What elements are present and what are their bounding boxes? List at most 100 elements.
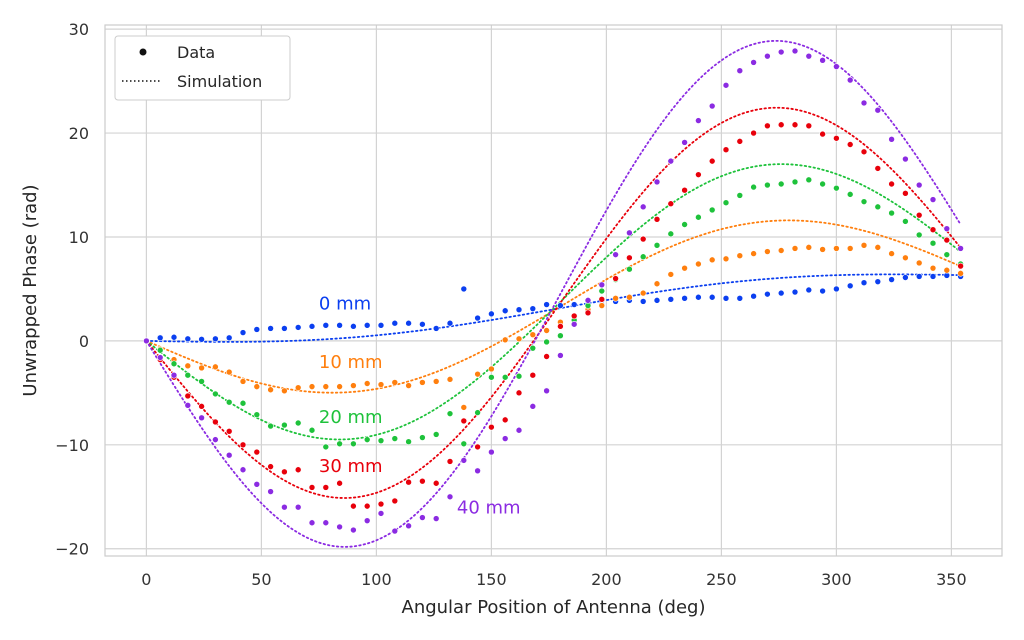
data-point bbox=[695, 117, 702, 124]
data-point bbox=[681, 186, 688, 194]
data-point bbox=[405, 319, 412, 327]
data-point bbox=[598, 296, 606, 303]
data-point bbox=[488, 310, 495, 318]
data-point bbox=[653, 242, 661, 249]
data-point bbox=[543, 338, 550, 346]
data-point bbox=[225, 398, 233, 406]
legend-simulation-label: Simulation bbox=[177, 72, 262, 91]
data-point bbox=[198, 378, 205, 385]
data-point bbox=[529, 305, 537, 312]
data-point bbox=[888, 276, 895, 283]
data-point bbox=[929, 239, 937, 247]
data-point bbox=[805, 176, 813, 184]
data-point bbox=[598, 287, 606, 295]
data-point bbox=[819, 287, 826, 295]
data-point bbox=[156, 346, 164, 354]
data-point bbox=[212, 363, 219, 371]
data-point bbox=[501, 307, 509, 315]
data-point bbox=[474, 314, 481, 322]
x-axis-label: Angular Position of Antenna (deg) bbox=[402, 597, 706, 618]
data-point bbox=[281, 503, 288, 511]
data-point bbox=[308, 519, 316, 527]
data-point bbox=[363, 380, 371, 387]
data-point bbox=[805, 286, 813, 294]
data-point bbox=[819, 246, 826, 253]
data-point bbox=[791, 178, 799, 186]
data-point bbox=[377, 437, 385, 444]
data-point bbox=[405, 382, 412, 389]
data-point bbox=[529, 331, 537, 338]
data-point bbox=[902, 254, 909, 262]
data-point bbox=[750, 183, 757, 191]
y-tick-label: −10 bbox=[55, 436, 89, 455]
data-point bbox=[225, 427, 233, 435]
data-point bbox=[791, 288, 799, 296]
data-point bbox=[626, 293, 633, 301]
x-tick-label: 350 bbox=[936, 570, 967, 589]
data-point bbox=[391, 497, 399, 505]
data-point bbox=[460, 457, 468, 464]
data-point bbox=[653, 280, 661, 288]
x-tick-label: 100 bbox=[361, 570, 392, 589]
data-point bbox=[557, 352, 564, 359]
data-point bbox=[860, 242, 868, 249]
data-point bbox=[722, 146, 730, 153]
data-point bbox=[308, 484, 316, 491]
data-point bbox=[557, 332, 564, 340]
data-point bbox=[653, 178, 661, 186]
legend: Data Simulation bbox=[114, 35, 291, 101]
data-point bbox=[501, 373, 509, 381]
data-point bbox=[267, 325, 274, 332]
data-point bbox=[681, 139, 688, 146]
data-point bbox=[874, 165, 882, 172]
data-point bbox=[432, 431, 440, 438]
data-point bbox=[777, 121, 785, 129]
data-point bbox=[764, 52, 771, 60]
series-label: 30 mm bbox=[319, 456, 383, 477]
data-point bbox=[239, 441, 247, 449]
data-point bbox=[515, 335, 523, 343]
data-point bbox=[501, 435, 509, 442]
data-point bbox=[294, 503, 302, 511]
data-point bbox=[529, 344, 537, 352]
data-point bbox=[639, 203, 647, 211]
data-point bbox=[294, 324, 302, 331]
data-point bbox=[584, 297, 592, 304]
data-point bbox=[225, 368, 233, 376]
data-point bbox=[791, 245, 799, 252]
data-point bbox=[322, 383, 330, 390]
data-point bbox=[170, 333, 178, 341]
data-point bbox=[405, 438, 412, 445]
data-point bbox=[225, 334, 233, 342]
data-point bbox=[460, 440, 468, 448]
data-point bbox=[695, 171, 702, 178]
data-point bbox=[515, 426, 523, 434]
data-point bbox=[943, 225, 951, 232]
grid bbox=[105, 25, 1002, 556]
data-point bbox=[805, 244, 813, 251]
data-point bbox=[653, 297, 661, 304]
data-point bbox=[846, 76, 854, 84]
series-label: 10 mm bbox=[319, 352, 383, 373]
series-label: 0 mm bbox=[319, 294, 371, 315]
data-point bbox=[460, 404, 468, 411]
data-point bbox=[929, 264, 937, 272]
series-label: 40 mm bbox=[457, 497, 521, 518]
data-point bbox=[764, 290, 771, 298]
data-point bbox=[695, 293, 702, 301]
data-point bbox=[212, 390, 219, 398]
data-point bbox=[929, 273, 937, 280]
data-point bbox=[363, 517, 371, 524]
data-point bbox=[722, 81, 730, 89]
data-point bbox=[391, 527, 399, 535]
data-point bbox=[460, 285, 468, 293]
data-point bbox=[529, 371, 537, 379]
data-point bbox=[446, 319, 454, 327]
data-point bbox=[598, 281, 606, 289]
data-point bbox=[791, 121, 799, 129]
data-point bbox=[294, 466, 302, 474]
simulation-curve bbox=[145, 219, 962, 394]
legend-data-marker bbox=[139, 48, 147, 56]
data-point bbox=[667, 296, 675, 303]
plot-frame bbox=[104, 24, 1003, 557]
